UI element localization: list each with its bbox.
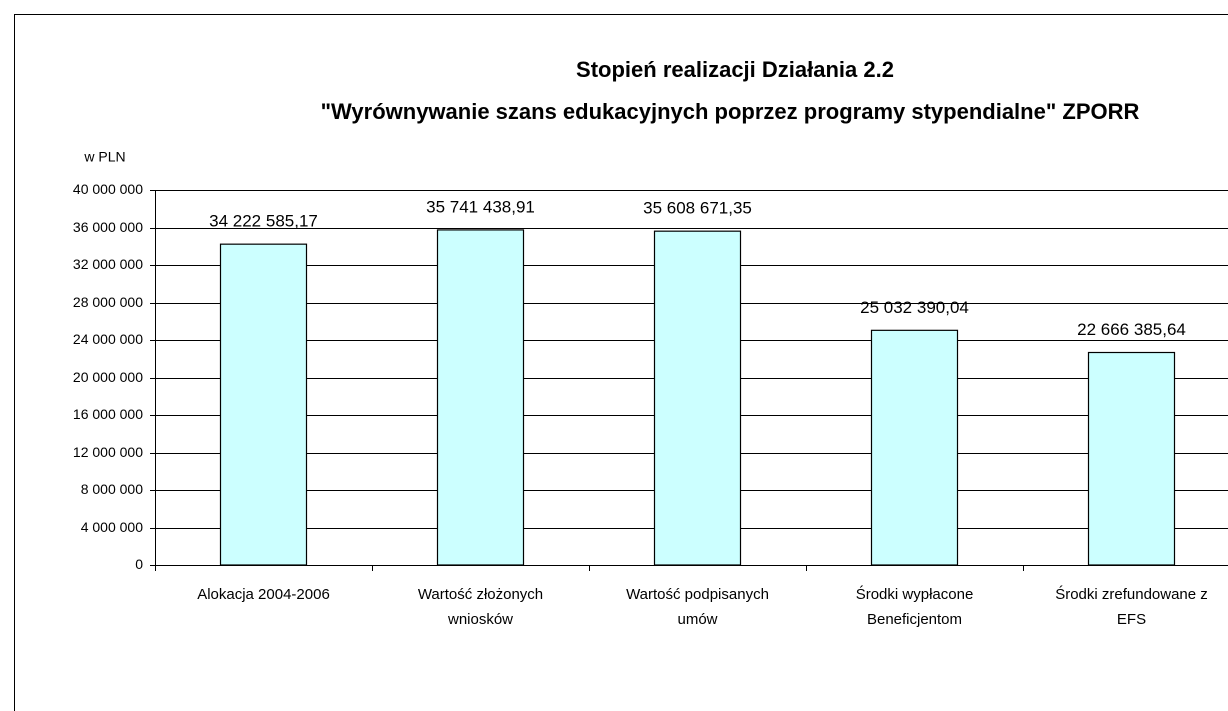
y-tick-label: 4 000 000 (81, 519, 143, 535)
y-tick-label: 0 (135, 556, 143, 572)
y-tick-label: 32 000 000 (73, 256, 143, 272)
y-tick-label: 12 000 000 (73, 444, 143, 460)
bar (653, 230, 742, 566)
x-tick-label: Wartość złożonych wniosków (418, 586, 543, 628)
chart-subtitle: "Wyrównywanie szans edukacyjnych poprzez… (321, 99, 1140, 124)
y-tick-label: 36 000 000 (73, 219, 143, 235)
y-tick-label: 8 000 000 (81, 481, 143, 497)
value-label: 35 741 438,91 (426, 197, 535, 216)
y-axis-label: w PLN (83, 149, 125, 165)
value-label: 34 222 585,17 (209, 212, 318, 231)
value-label: 35 608 671,35 (643, 199, 752, 218)
x-tick-label: Alokacja 2004-2006 (197, 586, 330, 603)
x-tick-label: Wartość podpisanych umów (626, 586, 769, 628)
y-tick-label: 20 000 000 (73, 369, 143, 385)
value-label: 22 666 385,64 (1077, 320, 1186, 339)
y-tick-label: 28 000 000 (73, 294, 143, 310)
chart-frame (14, 14, 1228, 711)
x-tick-label: Środki wypłacone Beneficjentom (856, 585, 974, 628)
x-tick-label: Środki zrefundowane z EFS (1055, 585, 1208, 628)
bar (1087, 351, 1176, 566)
bar (219, 243, 308, 566)
y-tick-label: 40 000 000 (73, 181, 143, 197)
y-tick-label: 24 000 000 (73, 331, 143, 347)
bar (870, 329, 959, 566)
chart-title: Stopień realizacji Działania 2.2 (576, 57, 894, 82)
value-label: 25 032 390,04 (860, 298, 969, 317)
y-tick-label: 16 000 000 (73, 406, 143, 422)
bar (436, 229, 525, 566)
